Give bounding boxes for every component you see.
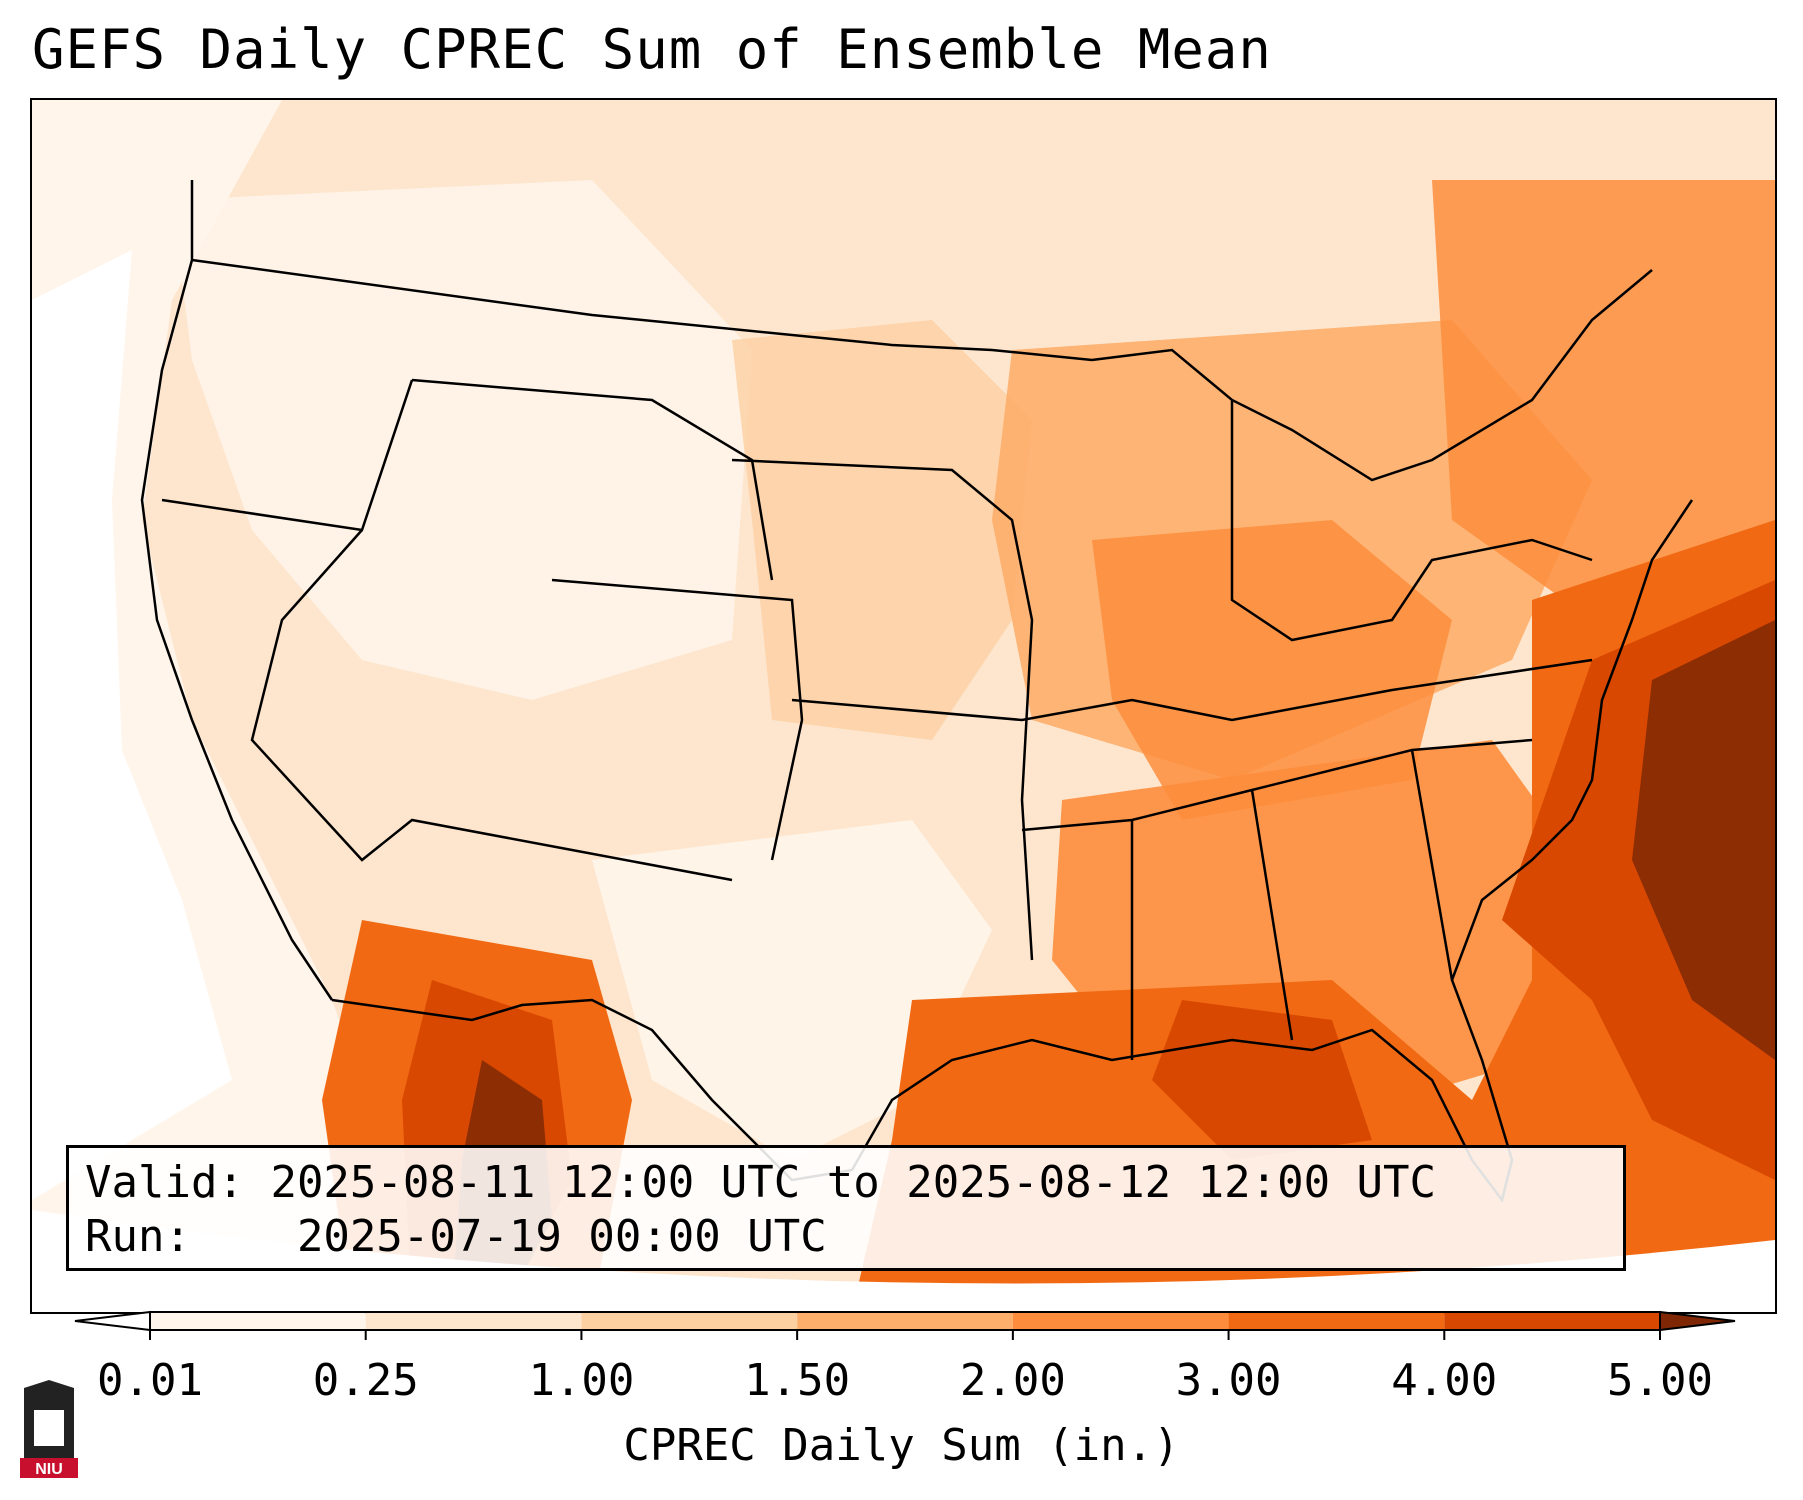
colorbar-tick-label: 3.00: [1175, 1355, 1282, 1406]
plains-border: [731, 458, 1034, 961]
colorbar-segment: [1444, 1312, 1660, 1330]
west-coastline: [140, 180, 334, 1001]
atlantic-max-zone: [1632, 620, 1775, 1060]
ohio-valley-zone: [1092, 520, 1452, 820]
central-border: [791, 658, 1593, 722]
logo-banner: [20, 1458, 78, 1478]
precipitation-map: [32, 100, 1775, 1312]
nevada-az-border: [250, 529, 733, 882]
map-panel: [30, 98, 1777, 1314]
validity-info-box: Valid: 2025-08-11 12:00 UTC to 2025-08-1…: [66, 1145, 1626, 1271]
pacific-white-zone: [32, 250, 232, 1200]
colorbar-tick-label: 0.01: [97, 1355, 203, 1406]
colorbar-segment: [797, 1312, 1013, 1330]
colorbar-segment: [1012, 1312, 1229, 1330]
boundaries: [140, 180, 1694, 1203]
colorbar-over-arrow: [1659, 1310, 1736, 1332]
colorbar: [74, 1310, 1736, 1340]
colorbar-tick-label: 4.00: [1391, 1355, 1498, 1406]
valid-label: Valid:: [85, 1157, 244, 1208]
run-label: Run:: [85, 1211, 191, 1262]
colorbar-segment: [581, 1312, 798, 1330]
wyoming-border: [411, 378, 774, 581]
plains-zone: [732, 320, 1032, 740]
northeast-zone: [1432, 180, 1775, 620]
colorbar-frame: [149, 1311, 1661, 1331]
colorbar-tick-label: 0.25: [312, 1355, 419, 1406]
northeast-borders: [1230, 400, 1593, 642]
colorbar-tick-label: 2.00: [959, 1355, 1066, 1406]
logo-text: NIU: [35, 1461, 63, 1478]
gulf-core-zone: [1152, 1000, 1372, 1160]
map-title: GEFS Daily CPREC Sum of Ensemble Mean: [32, 18, 1272, 81]
colorbar-tick-label: 1.50: [744, 1355, 851, 1406]
run-value: 2025-07-19 00:00 UTC: [296, 1211, 827, 1262]
colorado-border: [551, 578, 804, 861]
southeast-state-borders: [1130, 749, 1454, 1060]
intermountain-pale-zone: [172, 180, 752, 700]
colorbar-title: CPREC Daily Sum (in.): [623, 1420, 1180, 1471]
colorbar-tick-label: 5.00: [1607, 1355, 1713, 1406]
colorbar-tick-label: 1.00: [528, 1355, 635, 1406]
colorbar-under-arrow: [74, 1310, 151, 1332]
colorbar-segment: [1228, 1312, 1445, 1330]
niu-logo: NIU: [20, 1380, 78, 1478]
colorbar-segment: [365, 1312, 582, 1330]
great-lakes-border: [991, 269, 1653, 482]
projection-edge: [32, 1210, 1775, 1312]
us-canada-border: [191, 258, 993, 352]
valid-value: 2025-08-11 12:00 UTC to 2025-08-12 12:00…: [270, 1157, 1437, 1208]
colorbar-segment: [150, 1312, 366, 1330]
south-east-coastline: [331, 499, 1694, 1203]
